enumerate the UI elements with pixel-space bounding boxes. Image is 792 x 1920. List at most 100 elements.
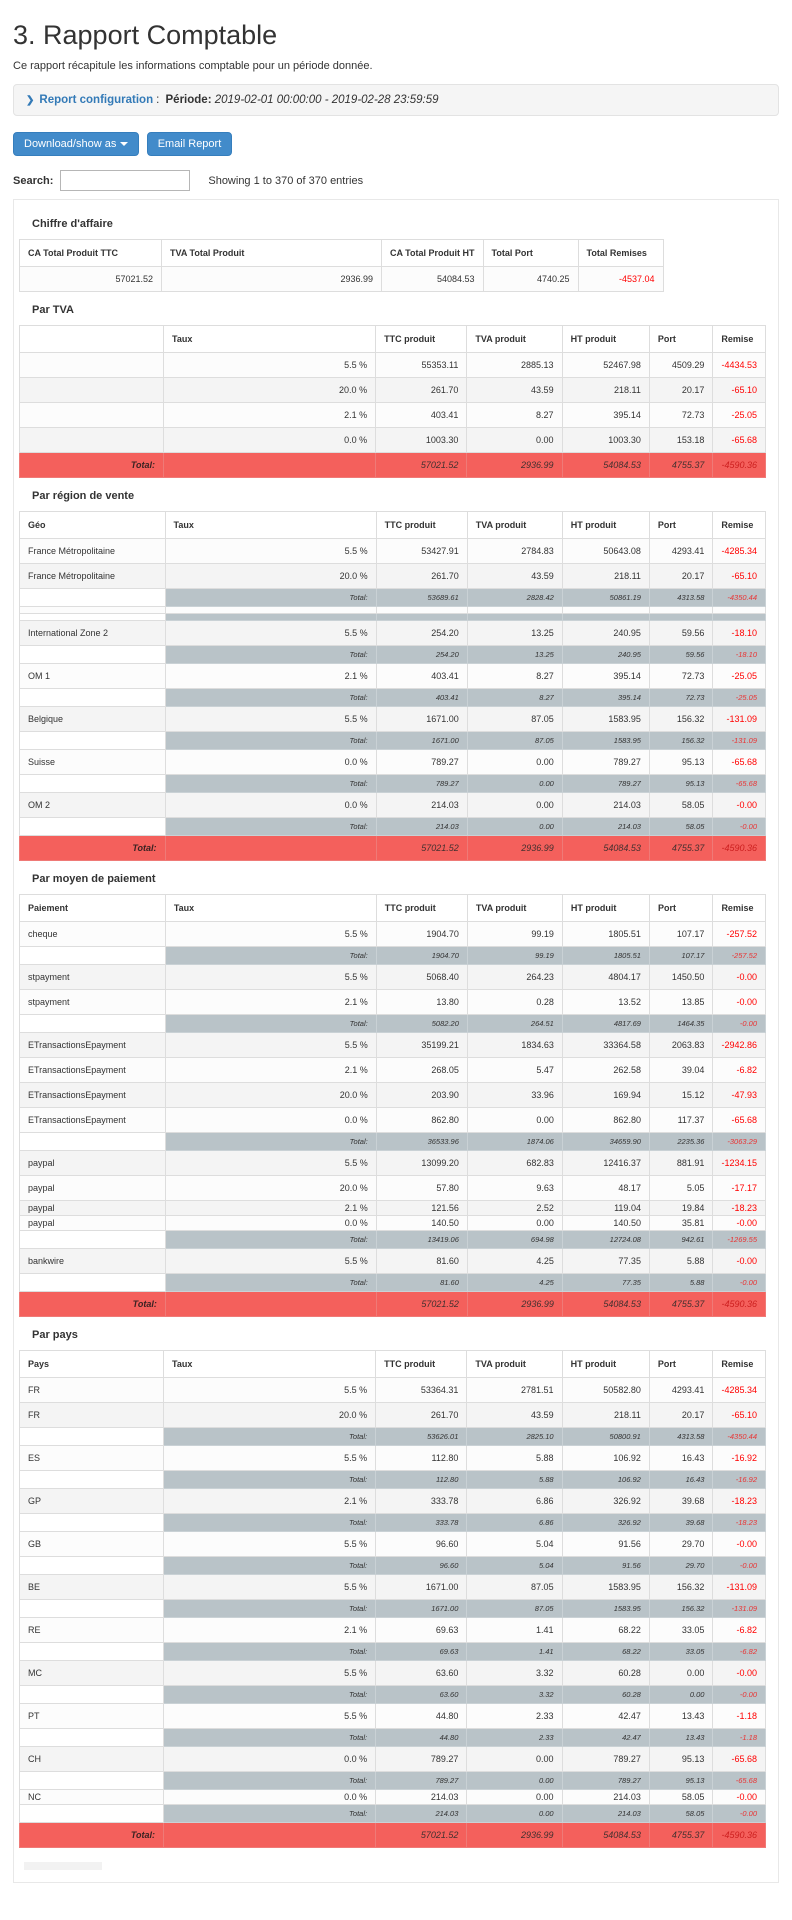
subtotal-row: Total: 81.60 4.25 77.35 5.88 -0.00 bbox=[19, 1273, 766, 1292]
column-header: Remise bbox=[712, 511, 766, 539]
cell: 0.00 bbox=[648, 1685, 714, 1704]
cell: 72.73 bbox=[648, 663, 714, 689]
cell: 0.00 bbox=[466, 1789, 563, 1805]
table-row: OM 2 0.0 % 214.03 0.00 214.03 58.05 -0.00 bbox=[19, 792, 766, 818]
cell: 58.05 bbox=[648, 817, 714, 836]
cell: 268.05 bbox=[375, 1057, 468, 1083]
cell: 87.05 bbox=[466, 706, 563, 732]
cell: 214.03 bbox=[561, 817, 650, 836]
cell: RE bbox=[19, 1617, 164, 1643]
cell: -3063.29 bbox=[712, 1132, 766, 1151]
cell: -0.00 bbox=[712, 1273, 766, 1292]
cell bbox=[712, 606, 766, 614]
cell: 0.00 bbox=[466, 749, 563, 775]
cell: 5082.20 bbox=[375, 1014, 468, 1033]
cell: 54084.53 bbox=[561, 1291, 650, 1317]
cell: Total: bbox=[162, 1427, 377, 1446]
column-header: HT produit bbox=[561, 511, 650, 539]
cell: 5.88 bbox=[648, 1273, 714, 1292]
cell: 77.35 bbox=[561, 1273, 650, 1292]
cell: -0.00 bbox=[712, 1248, 766, 1274]
cell bbox=[19, 427, 164, 453]
cell: 42.47 bbox=[561, 1728, 650, 1747]
cell bbox=[19, 731, 166, 750]
page-title: 3. Rapport Comptable bbox=[13, 20, 278, 50]
cell: 53689.61 bbox=[375, 588, 468, 607]
cell bbox=[19, 1599, 164, 1618]
cell: paypal bbox=[19, 1175, 166, 1201]
cell: 29.70 bbox=[648, 1531, 714, 1557]
download-show-as-button[interactable]: Download/show as bbox=[13, 132, 140, 156]
cell: -4537.04 bbox=[577, 266, 664, 292]
cell: 13.80 bbox=[375, 989, 468, 1015]
cell: paypal bbox=[19, 1200, 166, 1216]
report-configuration-link[interactable]: Report configuration bbox=[39, 94, 154, 106]
cell: 153.18 bbox=[648, 427, 714, 453]
cell: -1269.55 bbox=[712, 1230, 766, 1249]
cell: -0.00 bbox=[712, 989, 766, 1015]
grand-total-row: Total: 57021.52 2936.99 54084.53 4755.37 -459… bbox=[19, 452, 766, 478]
config-separator: : bbox=[156, 94, 160, 106]
cell: -4350.44 bbox=[712, 588, 766, 607]
table-row: 5.5 % 55353.11 2885.13 52467.98 4509.29 -4434… bbox=[19, 352, 766, 378]
cell: 403.41 bbox=[375, 663, 468, 689]
table-row: FR 20.0 % 261.70 43.59 218.11 20.17 -65.10 bbox=[19, 1402, 766, 1428]
cell: 5.5 % bbox=[164, 538, 377, 564]
table-row: OM 1 2.1 % 403.41 8.27 395.14 72.73 -25.05 bbox=[19, 663, 766, 689]
cell: 63.60 bbox=[375, 1660, 468, 1686]
cell: 95.13 bbox=[648, 1771, 714, 1790]
cell: cheque bbox=[19, 921, 166, 947]
cell: 1671.00 bbox=[375, 1599, 468, 1618]
cell: 96.60 bbox=[375, 1556, 468, 1575]
cell: FR bbox=[19, 1377, 164, 1403]
cell bbox=[712, 613, 766, 621]
cell bbox=[19, 352, 164, 378]
cell: -17.17 bbox=[712, 1175, 766, 1201]
cell: 2936.99 bbox=[466, 1822, 563, 1848]
subtotal-row: Total: 53689.61 2828.42 50861.19 4313.58 -435… bbox=[19, 588, 766, 607]
column-header: Total Port bbox=[482, 239, 579, 267]
table-row: PT 5.5 % 44.80 2.33 42.47 13.43 -1.18 bbox=[19, 1703, 766, 1729]
cell: 44.80 bbox=[375, 1728, 468, 1747]
download-show-as-label: Download/show as bbox=[24, 138, 117, 150]
cell: 2.1 % bbox=[164, 989, 377, 1015]
cell: 5.88 bbox=[466, 1470, 563, 1489]
cell: -0.00 bbox=[712, 1685, 766, 1704]
cell: 5.5 % bbox=[162, 1574, 377, 1600]
cell: -65.10 bbox=[712, 1402, 766, 1428]
grand-total-row: Total: 57021.52 2936.99 54084.53 4755.37 -459… bbox=[19, 1822, 766, 1848]
cell: 203.90 bbox=[375, 1082, 468, 1108]
cell: -4434.53 bbox=[712, 352, 766, 378]
report-configuration-bar: ❯ Report configuration: Période: 2019-02-… bbox=[13, 84, 779, 116]
cell: 0.00 bbox=[466, 1746, 563, 1772]
cell: 2235.36 bbox=[648, 1132, 714, 1151]
cell: 53427.91 bbox=[375, 538, 468, 564]
column-header: TTC produit bbox=[375, 1350, 468, 1378]
cell: Total: bbox=[164, 774, 377, 793]
cell: Total: bbox=[164, 1230, 377, 1249]
table-row: paypal 0.0 % 140.50 0.00 140.50 35.81 -0.00 bbox=[19, 1215, 766, 1231]
cell: ETransactionsEpayment bbox=[19, 1032, 166, 1058]
subtotal-row: Total: 112.80 5.88 106.92 16.43 -16.92 bbox=[19, 1470, 766, 1489]
cell: 16.43 bbox=[648, 1445, 714, 1471]
cell: -1234.15 bbox=[712, 1150, 766, 1176]
cell: 59.56 bbox=[648, 645, 714, 664]
column-header: TTC produit bbox=[375, 325, 468, 353]
cell: 107.17 bbox=[648, 921, 714, 947]
cell: -4350.44 bbox=[712, 1427, 766, 1446]
cell: 8.27 bbox=[466, 663, 563, 689]
cell: 50582.80 bbox=[561, 1377, 650, 1403]
search-input[interactable] bbox=[60, 170, 191, 191]
table-par-moyen-de-paiement: Paiement Taux TTC produit TVA produit HT pro… bbox=[19, 894, 766, 1317]
cell: -257.52 bbox=[712, 946, 766, 965]
cell: 117.37 bbox=[648, 1107, 714, 1133]
table-row: 2.1 % 403.41 8.27 395.14 72.73 -25.05 bbox=[19, 402, 766, 428]
cell: 43.59 bbox=[466, 377, 563, 403]
email-report-button[interactable]: Email Report bbox=[146, 132, 233, 156]
cell: 395.14 bbox=[561, 402, 650, 428]
cell: 1671.00 bbox=[375, 731, 468, 750]
cell: France Métropolitaine bbox=[19, 538, 166, 564]
cell: 58.05 bbox=[648, 1804, 714, 1823]
cell: 2784.83 bbox=[466, 538, 563, 564]
